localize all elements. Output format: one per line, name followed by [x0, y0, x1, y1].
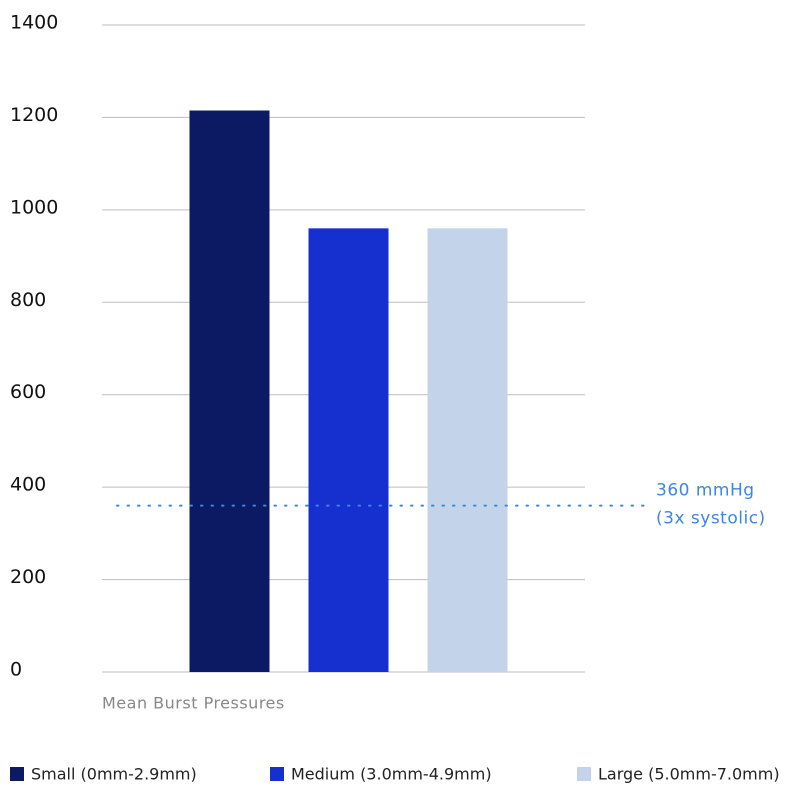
reference-label: (3x systolic) — [656, 509, 766, 529]
y-tick-label: 600 — [10, 381, 46, 403]
legend-swatch — [10, 767, 24, 781]
y-tick-label: 400 — [10, 474, 46, 496]
legend-swatch — [577, 767, 591, 781]
reference-label: 360 mmHg — [656, 481, 755, 501]
legend-label: Medium (3.0mm-4.9mm) — [291, 765, 492, 784]
x-category-label: Mean Burst Pressures — [102, 694, 285, 713]
y-tick-label: 0 — [10, 659, 22, 681]
bar — [189, 110, 270, 672]
bar — [427, 228, 508, 673]
y-tick-label: 1200 — [10, 104, 58, 126]
legend-label: Small (0mm-2.9mm) — [31, 765, 197, 784]
y-tick-label: 200 — [10, 566, 46, 588]
y-tick-label: 1000 — [10, 196, 58, 218]
y-tick-label: 1400 — [10, 12, 58, 34]
legend-label: Large (5.0mm-7.0mm) — [598, 765, 780, 784]
bar — [308, 228, 389, 673]
legend-swatch — [270, 767, 284, 781]
y-tick-label: 800 — [10, 289, 46, 311]
